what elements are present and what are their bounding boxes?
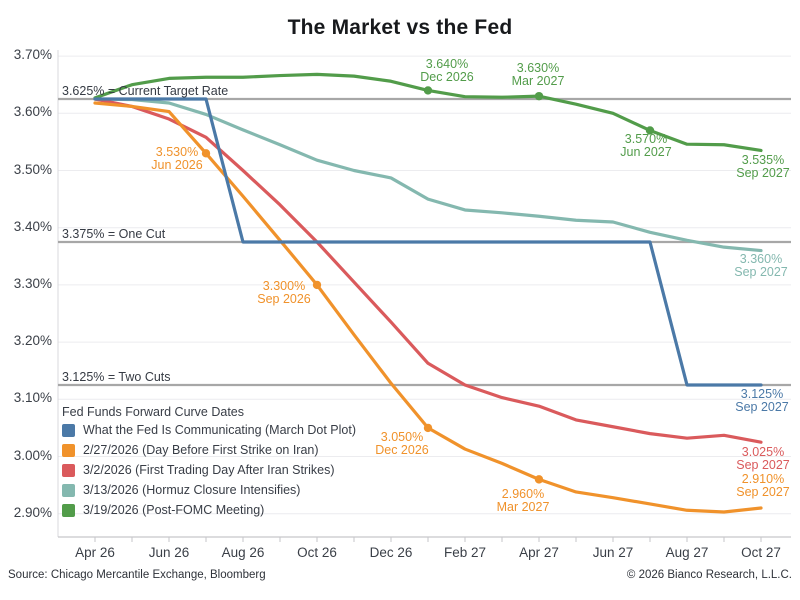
legend-item-label: What the Fed Is Communicating (March Dot… — [83, 423, 357, 437]
reference-line-label: 3.125% = Two Cuts — [62, 369, 171, 384]
data-label: 3.530% Jun 2026 — [135, 145, 219, 173]
data-label: 3.640% Dec 2026 — [405, 57, 489, 85]
data-label-value: 3.125% — [740, 387, 784, 401]
copyright-note: © 2026 Bianco Research, L.L.C. — [626, 569, 792, 581]
legend-title: Fed Funds Forward Curve Dates — [62, 405, 245, 419]
y-tick-label: 3.50% — [13, 161, 52, 177]
marker-dot — [534, 475, 544, 484]
legend-item: What the Fed Is Communicating (March Dot… — [62, 423, 356, 437]
y-tick-label: 3.60% — [13, 104, 52, 120]
y-tick-label: 3.40% — [13, 218, 52, 234]
x-tick-label: Oct 26 — [297, 545, 337, 560]
data-label-value: 3.630% — [516, 61, 560, 75]
legend-items: What the Fed Is Communicating (March Dot… — [62, 423, 356, 517]
y-tick-label: 2.90% — [13, 504, 52, 520]
reference-line-label: 3.375% = One Cut — [62, 226, 166, 241]
data-label-date: Dec 2026 — [420, 70, 474, 85]
data-label: 3.050% Dec 2026 — [360, 430, 444, 458]
marker-dot — [201, 149, 211, 158]
data-label-date: Sep 2027 — [736, 458, 790, 473]
x-tick-label: Oct 27 — [741, 545, 781, 560]
data-label-value: 3.025% — [741, 445, 785, 459]
y-tick-label: 3.20% — [13, 333, 52, 349]
legend-swatch — [62, 483, 75, 497]
x-tick-label: Aug 26 — [221, 545, 265, 560]
legend-item-label: 2/27/2026 (Day Before First Strike on Ir… — [83, 443, 319, 457]
data-label-date: Dec 2026 — [375, 443, 429, 458]
x-tick-label: Apr 26 — [75, 545, 115, 560]
data-label-value: 3.530% — [155, 145, 199, 159]
data-label-date: Sep 2027 — [734, 265, 788, 280]
footer: Source: Chicago Mercantile Exchange, Blo… — [8, 569, 792, 581]
legend-item: 3/2/2026 (First Trading Day After Iran S… — [62, 463, 356, 477]
data-label-value: 3.300% — [262, 279, 306, 293]
legend-item-label: 3/2/2026 (First Trading Day After Iran S… — [83, 463, 335, 477]
series-line-mar2 — [93, 97, 763, 444]
data-label: 2.960% Mar 2027 — [481, 487, 565, 515]
x-tick-label: Apr 27 — [519, 545, 559, 560]
legend-swatch — [62, 443, 75, 457]
data-label: 3.360% Sep 2027 — [719, 252, 800, 280]
legend-swatch — [62, 463, 75, 477]
legend-item: 3/19/2026 (Post-FOMC Meeting) — [62, 503, 356, 517]
y-tick-label: 3.00% — [13, 447, 52, 463]
data-label-value: 3.640% — [425, 57, 469, 71]
data-label: 3.025% Sep 2027 — [721, 445, 800, 473]
data-label-date: Jun 2026 — [151, 158, 203, 173]
data-label-value: 3.360% — [739, 252, 783, 266]
legend: Fed Funds Forward Curve Dates What the F… — [62, 405, 356, 523]
data-label-value: 3.570% — [624, 132, 668, 146]
series-line-mar13 — [93, 97, 763, 253]
x-tick-label: Jun 26 — [148, 545, 190, 560]
data-label-date: Sep 2027 — [735, 400, 789, 415]
data-label: 3.630% Mar 2027 — [496, 61, 580, 89]
data-label-date: Sep 2027 — [736, 485, 790, 500]
data-label-date: Mar 2027 — [511, 74, 565, 89]
data-label-date: Jun 2027 — [620, 145, 672, 160]
data-label-value: 2.960% — [501, 487, 545, 501]
y-tick-label: 3.10% — [13, 390, 52, 406]
data-label-value: 2.910% — [741, 472, 785, 486]
marker-dot — [645, 126, 655, 135]
x-tick-label: Aug 27 — [665, 545, 709, 560]
legend-item-label: 3/13/2026 (Hormuz Closure Intensifies) — [83, 483, 301, 497]
marker-dot — [312, 280, 322, 290]
data-label-value: 3.050% — [380, 430, 424, 444]
x-tick-label: Feb 27 — [443, 545, 487, 560]
legend-item: 2/27/2026 (Day Before First Strike on Ir… — [62, 443, 356, 457]
y-tick-label: 3.30% — [13, 275, 52, 291]
data-label: 3.125% Sep 2027 — [720, 387, 800, 415]
data-label-date: Sep 2027 — [736, 166, 790, 181]
reference-line-label: 3.625% = Current Target Rate — [62, 83, 229, 98]
legend-item-label: 3/19/2026 (Post-FOMC Meeting) — [83, 503, 265, 517]
y-tick-label: 3.70% — [13, 47, 52, 63]
data-label-date: Sep 2026 — [257, 292, 311, 307]
marker-dot — [534, 91, 544, 101]
data-label: 3.300% Sep 2026 — [242, 279, 326, 307]
data-label-value: 3.535% — [741, 153, 785, 167]
x-tick-label: Dec 26 — [369, 545, 413, 560]
series-line-fed — [93, 97, 763, 387]
chart-title: The Market vs the Fed — [287, 16, 513, 39]
legend-swatch — [62, 423, 75, 437]
legend-item: 3/13/2026 (Hormuz Closure Intensifies) — [62, 483, 356, 497]
data-label: 3.570% Jun 2027 — [604, 132, 688, 160]
data-label-date: Mar 2027 — [496, 500, 550, 515]
data-label: 2.910% Sep 2027 — [721, 472, 800, 500]
marker-dot — [423, 86, 433, 95]
source-note: Source: Chicago Mercantile Exchange, Blo… — [8, 569, 266, 581]
data-label: 3.535% Sep 2027 — [721, 153, 800, 181]
x-tick-label: Jun 27 — [592, 545, 634, 560]
marker-dot — [423, 423, 433, 433]
legend-swatch — [62, 503, 75, 517]
